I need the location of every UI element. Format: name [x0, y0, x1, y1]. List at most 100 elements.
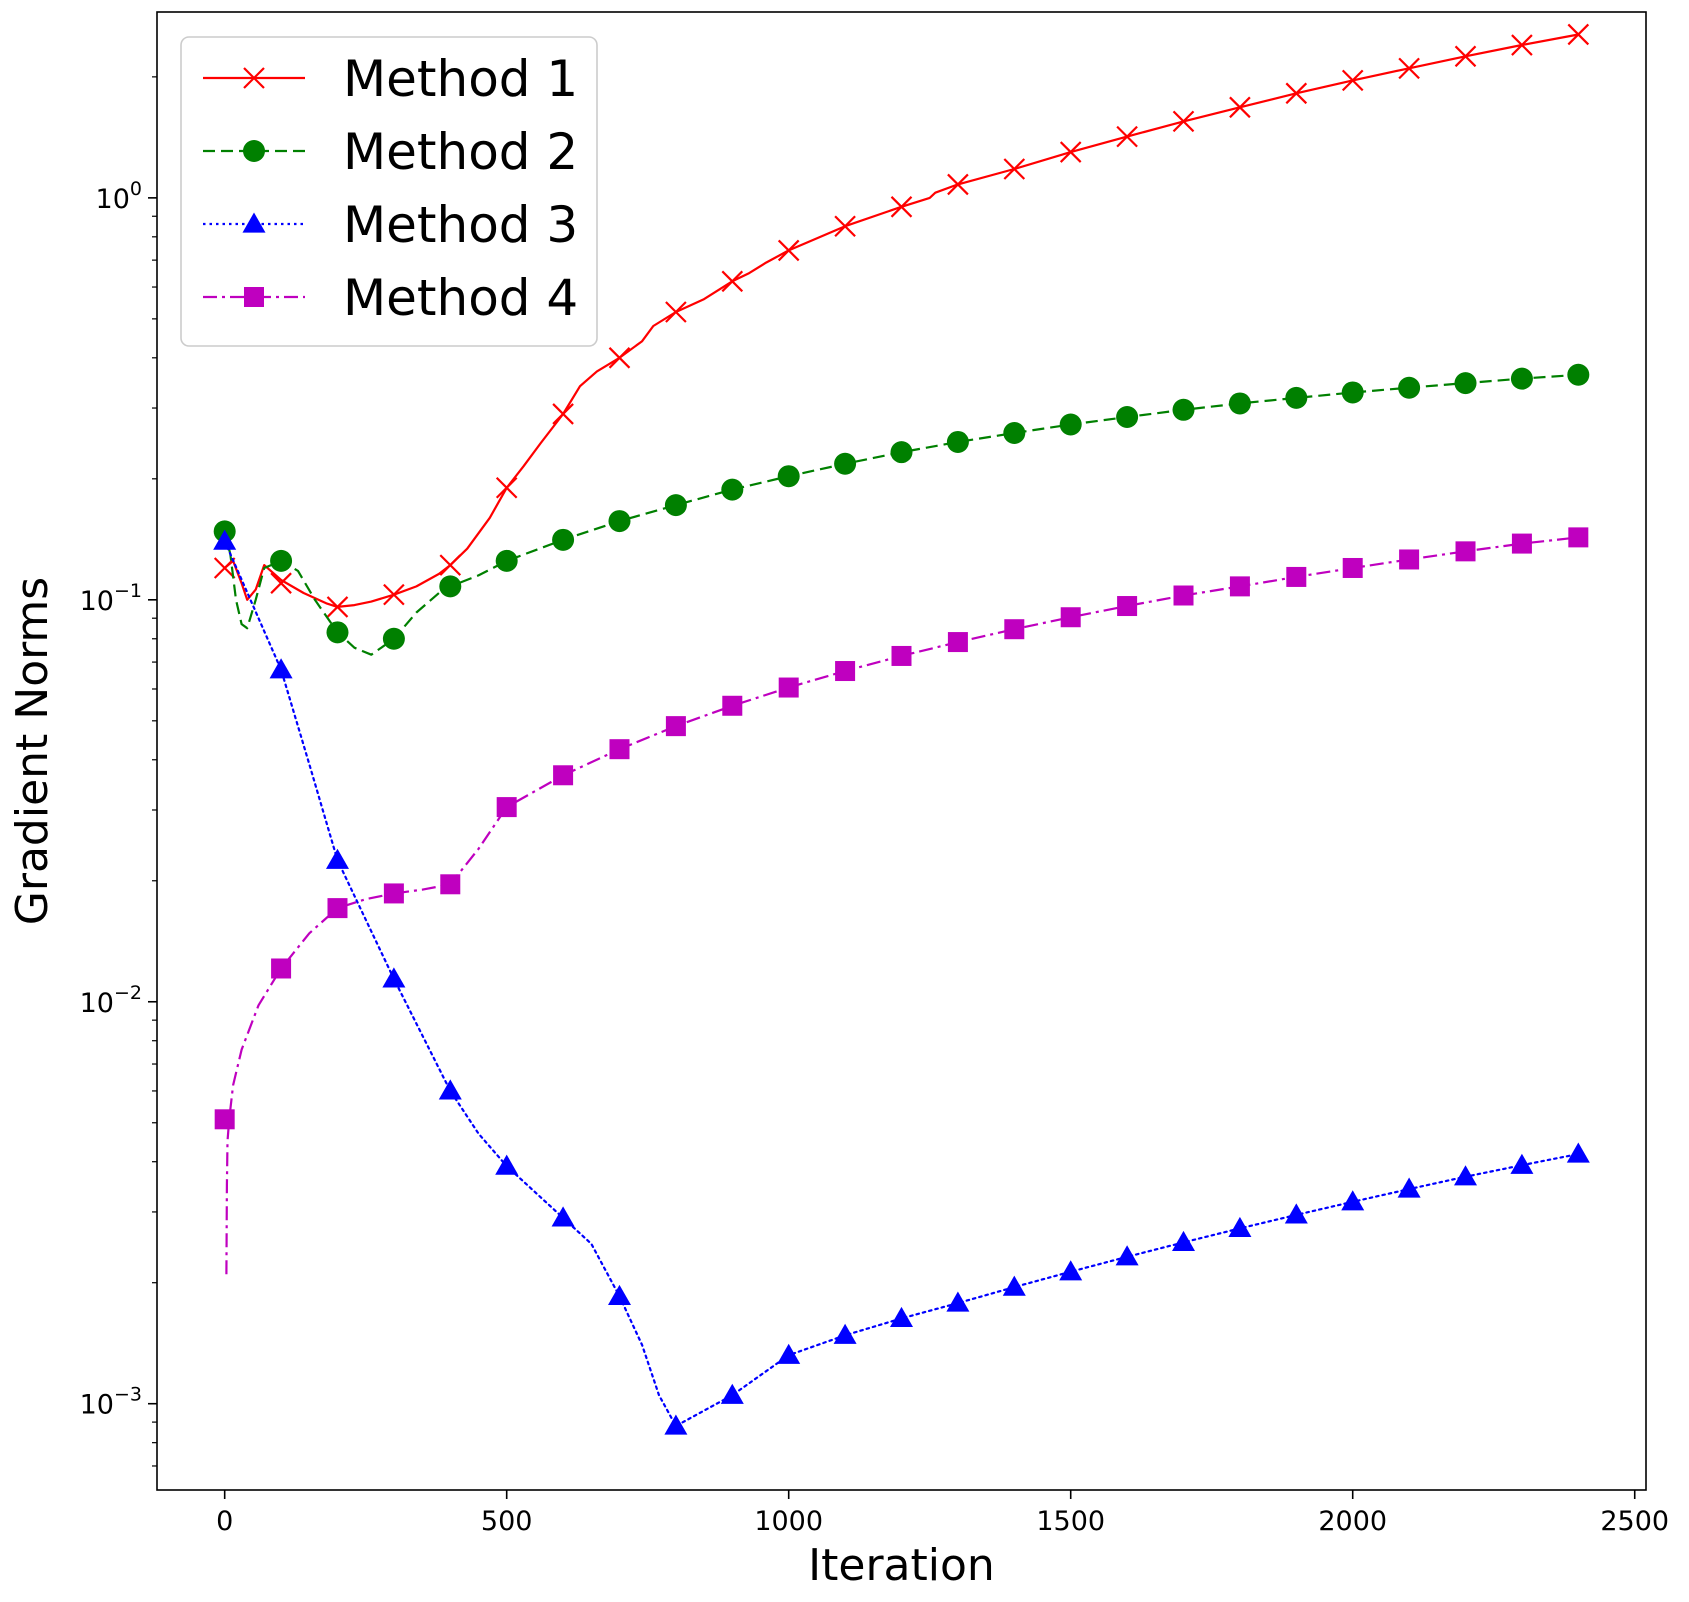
series-marker [242, 212, 266, 233]
legend-label: Method 4 [343, 269, 578, 327]
series-marker [608, 510, 631, 533]
series-1 [213, 23, 1590, 618]
series-line [223, 373, 1579, 656]
series-marker [665, 716, 686, 737]
series-marker [382, 967, 406, 988]
series-marker [1454, 372, 1477, 395]
series-marker [946, 430, 969, 453]
series-2 [213, 363, 1590, 656]
legend-entry-4: Method 4 [203, 269, 578, 327]
series-marker [721, 478, 744, 501]
series-marker [496, 797, 517, 818]
series-marker [947, 632, 968, 653]
x-tick-label: 1500 [1036, 1506, 1105, 1537]
legend-label: Method 3 [343, 196, 578, 254]
series-marker [1567, 23, 1590, 46]
series-marker [438, 1079, 462, 1100]
series-marker [1228, 392, 1251, 415]
series-marker [834, 452, 857, 475]
series-marker [1511, 34, 1533, 56]
series-marker [553, 765, 574, 786]
series-marker [1568, 527, 1589, 548]
series-marker [1566, 1142, 1590, 1163]
series-marker [890, 1306, 913, 1328]
series-marker [1116, 125, 1138, 148]
series-marker [326, 621, 349, 644]
series-marker [214, 1109, 235, 1130]
legend-entry-3: Method 3 [203, 196, 578, 254]
series-marker [946, 1291, 970, 1312]
series-marker [243, 140, 265, 162]
series-marker [890, 196, 913, 218]
series-marker [1510, 1153, 1534, 1174]
series-marker [1116, 405, 1139, 428]
series-marker [1172, 1230, 1196, 1251]
series-marker [1510, 367, 1533, 390]
series-marker [834, 215, 856, 238]
series-marker [1228, 1216, 1252, 1238]
series-marker [244, 287, 264, 307]
legend-box [180, 36, 598, 347]
legend-entry-1: Method 1 [203, 50, 578, 108]
series-marker [890, 441, 913, 464]
series-marker [607, 1284, 631, 1305]
series-marker [552, 403, 574, 425]
series-marker [1229, 576, 1250, 597]
x-axis-label: Iteration [808, 1540, 995, 1591]
y-tick-label: 100 [96, 178, 142, 215]
series-marker [777, 465, 800, 488]
series-marker [495, 1154, 519, 1175]
series-marker [664, 494, 687, 517]
series-marker [1059, 141, 1082, 163]
series-marker [721, 270, 744, 293]
series-3 [213, 529, 1590, 1435]
series-marker [722, 695, 743, 716]
x-tick-label: 2500 [1600, 1506, 1669, 1537]
series-marker [1397, 1177, 1421, 1198]
series-marker [1341, 381, 1364, 404]
series-layer [213, 23, 1590, 1435]
series-marker [1115, 1245, 1139, 1266]
legend-label: Method 1 [343, 50, 578, 108]
series-marker [495, 476, 518, 499]
series-marker [1398, 57, 1420, 80]
y-tick-label: 10−1 [80, 580, 142, 617]
series-marker [1341, 1190, 1365, 1211]
y-axis-label: Gradient Norms [7, 577, 58, 925]
legend-entry-2: Method 2 [203, 123, 578, 181]
series-marker [777, 1343, 801, 1364]
series-marker [777, 239, 800, 262]
series-marker [383, 583, 405, 606]
series-marker [1004, 619, 1025, 640]
series-marker [1002, 1275, 1026, 1296]
series-marker [833, 1323, 857, 1344]
series-4 [214, 527, 1589, 1275]
series-marker [665, 301, 687, 323]
series-marker [778, 677, 799, 698]
series-marker [1286, 566, 1307, 587]
series-marker [1284, 1203, 1308, 1224]
series-marker [327, 898, 348, 919]
series-marker [1172, 110, 1195, 133]
series-marker [1172, 398, 1195, 421]
series-marker [270, 549, 293, 572]
x-tick-label: 500 [481, 1506, 533, 1537]
x-tick-label: 1000 [754, 1506, 823, 1537]
series-marker [495, 549, 518, 572]
series-marker [439, 554, 462, 576]
series-marker [1285, 82, 1308, 105]
series-marker [608, 347, 631, 369]
series-marker [270, 572, 292, 594]
series-marker [1567, 363, 1590, 386]
series-marker [609, 739, 630, 760]
series-marker [1454, 45, 1477, 68]
series-marker [891, 645, 912, 666]
series-marker [1342, 557, 1363, 578]
series-line [223, 539, 1580, 1428]
series-marker [835, 661, 856, 682]
series-marker [383, 883, 404, 904]
series-marker [1229, 96, 1251, 119]
x-tick-label: 2000 [1318, 1506, 1387, 1537]
series-marker [1511, 533, 1532, 554]
